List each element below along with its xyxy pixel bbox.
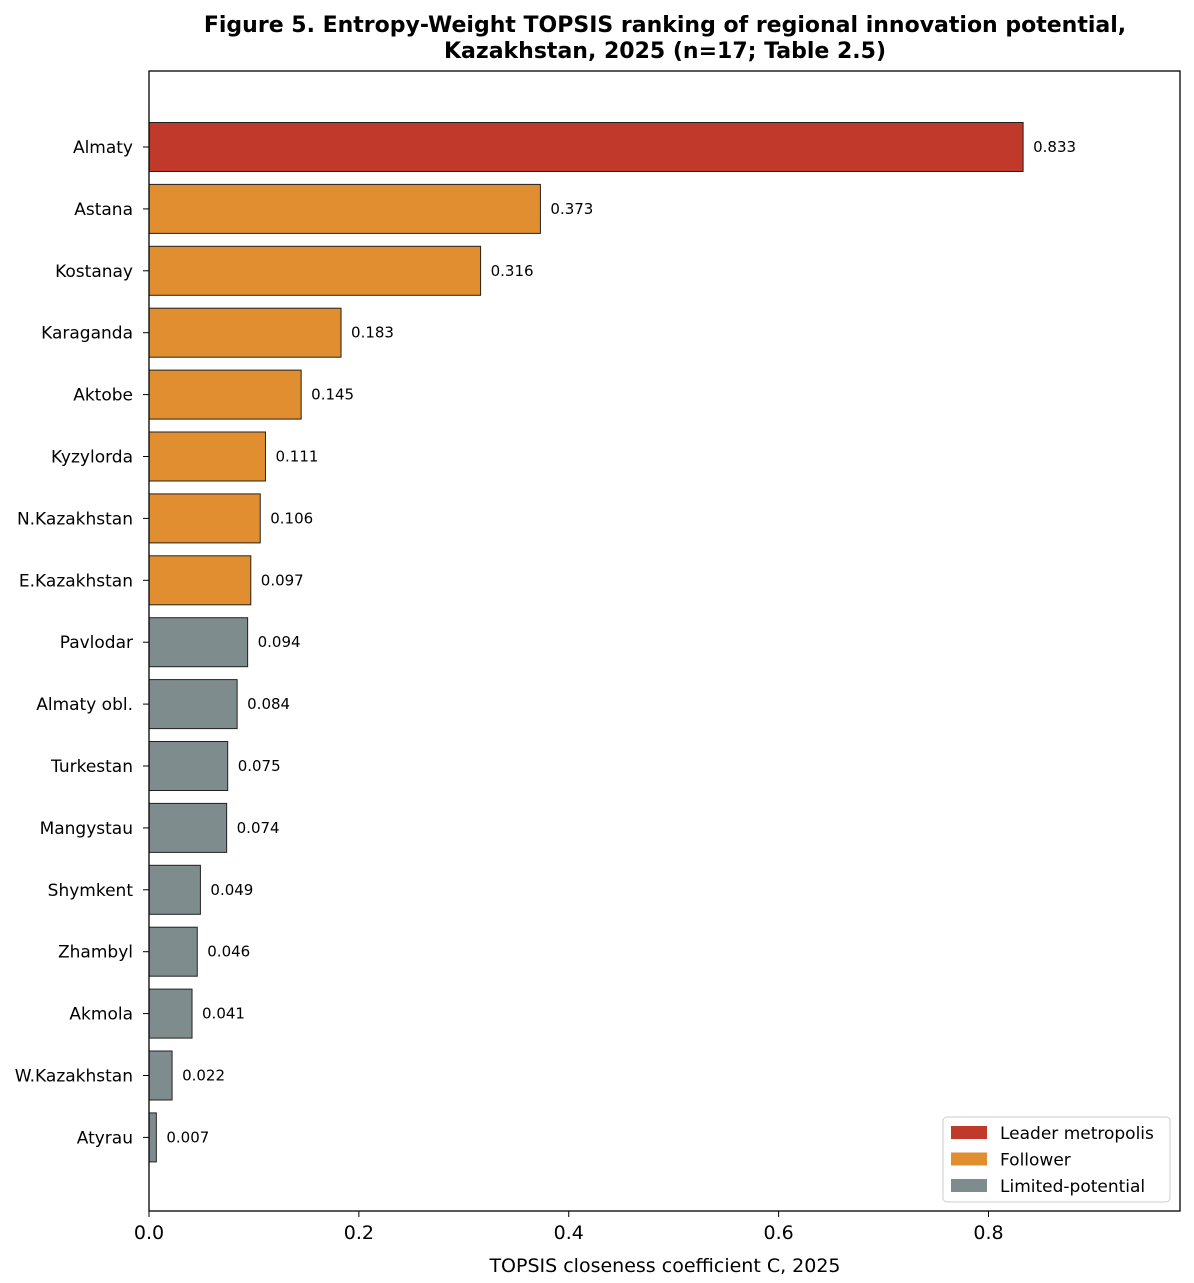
y-tick-label-astana: Astana [74,200,133,220]
y-tick-label-e-kazakhstan: E.Kazakhstan [19,571,133,591]
value-label-pavlodar: 0.094 [258,633,301,651]
value-label-kyzylorda: 0.111 [275,448,318,466]
value-label-aktobe: 0.145 [311,386,354,404]
bar-turkestan [148,741,229,791]
value-label-w-kazakhstan: 0.022 [182,1067,225,1085]
bar-zhambyl [148,926,198,977]
x-tick-label: 0.6 [764,1222,794,1244]
legend: Leader metropolis Follower Limited-potenti… [942,1116,1171,1203]
y-tick-label-kostanay: Kostanay [55,262,133,282]
bar-pavlodar [148,617,249,668]
plot-frame [148,70,1181,1212]
value-label-zhambyl: 0.046 [207,943,250,961]
legend-swatch-limited [951,1179,987,1192]
y-tick-label-almaty: Almaty [73,138,133,158]
y-tick-label-mangystau: Mangystau [40,819,133,839]
bar-w-kazakhstan [148,1050,173,1101]
bar-kostanay [148,245,482,296]
y-tick-label-akmola: Akmola [69,1005,133,1025]
chart-title-line-1: Figure 5. Entropy-Weight TOPSIS ranking … [204,13,1126,38]
value-label-e-kazakhstan: 0.097 [261,571,304,589]
value-label-almaty-obl: 0.084 [247,695,290,713]
bar-mangystau [148,802,228,853]
chart-title-line-2: Kazakhstan, 2025 (n=17; Table 2.5) [444,39,886,64]
bar-shymkent [148,864,201,915]
bar-astana [148,183,541,234]
value-label-mangystau: 0.074 [237,819,280,837]
value-label-astana: 0.373 [550,200,593,218]
legend-swatch-follower [951,1152,987,1166]
x-tick-label: 0.2 [344,1222,374,1244]
bar-kyzylorda [148,431,266,482]
value-label-akmola: 0.041 [202,1005,245,1023]
x-tick-label: 0.8 [973,1222,1003,1244]
bar-atyrau [148,1112,157,1163]
bar-akmola [148,988,193,1039]
legend-label-limited: Limited-potential [1000,1177,1145,1197]
y-tick-label-kyzylorda: Kyzylorda [51,448,133,468]
value-label-karaganda: 0.183 [351,324,394,342]
bar-e-kazakhstan [148,555,252,606]
y-tick-label-turkestan: Turkestan [50,757,133,777]
bar-karaganda [148,307,342,358]
bar-n-kazakhstan [148,493,261,544]
bars-layer: 0.833 Almaty 0.373 Astana 0.316 Kostanay 0.183… [15,122,1076,1163]
bar-aktobe [148,369,302,420]
legend-swatch-leader [951,1126,987,1139]
y-tick-label-aktobe: Aktobe [73,386,133,406]
x-axis-label: TOPSIS closeness coefficient C, 2025 [488,1255,840,1277]
y-tick-label-atyrau: Atyrau [77,1128,133,1148]
ticks-layer: 0.0 0.2 0.4 0.6 0.8 [134,1211,1004,1244]
y-tick-label-pavlodar: Pavlodar [60,633,133,653]
x-tick-label: 0.4 [554,1222,584,1244]
legend-label-leader: Leader metropolis [1000,1124,1154,1144]
y-tick-label-w-kazakhstan: W.Kazakhstan [15,1067,133,1087]
y-tick-label-zhambyl: Zhambyl [58,943,133,963]
y-tick-label-karaganda: Karaganda [41,324,133,344]
value-label-turkestan: 0.075 [238,757,281,775]
bar-almaty-obl [148,679,238,730]
value-label-kostanay: 0.316 [491,262,534,280]
value-label-almaty: 0.833 [1033,138,1076,156]
value-label-n-kazakhstan: 0.106 [270,509,313,527]
legend-label-follower: Follower [1000,1151,1071,1171]
y-tick-label-almaty-obl: Almaty obl. [36,695,133,715]
value-label-atyrau: 0.007 [166,1128,209,1146]
legend-box [942,1116,1171,1203]
y-tick-label-shymkent: Shymkent [48,881,134,901]
y-tick-label-n-kazakhstan: N.Kazakhstan [17,509,133,529]
x-tick-label: 0.0 [134,1222,164,1244]
value-label-shymkent: 0.049 [210,881,253,899]
bar-almaty [148,122,1024,172]
